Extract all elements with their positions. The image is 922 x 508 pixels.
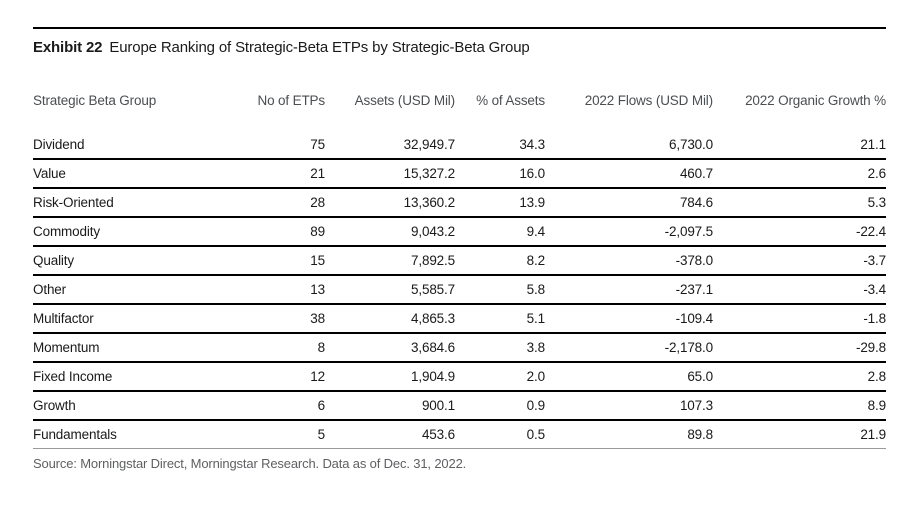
table-row: Fixed Income 12 1,904.9 2.0 65.0 2.8: [33, 362, 886, 392]
cell: 5: [233, 420, 325, 449]
cell: 21.9: [713, 420, 886, 449]
table-row: Commodity 89 9,043.2 9.4 -2,097.5 -22.4: [33, 217, 886, 247]
cell: -3.7: [713, 246, 886, 276]
table-body: Dividend 75 32,949.7 34.3 6,730.0 21.1 Value 21…: [33, 131, 886, 449]
table-row: Value 21 15,327.2 16.0 460.7 2.6: [33, 159, 886, 189]
cell: 8.9: [713, 391, 886, 421]
cell: 107.3: [545, 391, 713, 421]
cell: -22.4: [713, 217, 886, 247]
column-header: No of ETPs: [257, 93, 325, 108]
table-header-row: Strategic Beta Group No of ETPs Assets (US…: [33, 93, 886, 131]
row-label: Dividend: [33, 131, 233, 160]
table-row: Quality 15 7,892.5 8.2 -378.0 -3.7: [33, 246, 886, 276]
cell: 2.0: [455, 362, 545, 392]
column-header: % of Assets: [476, 93, 545, 108]
column-header: Strategic Beta Group: [33, 93, 157, 108]
row-label: Other: [33, 275, 233, 305]
cell: 8.2: [455, 246, 545, 276]
top-rule: [33, 27, 886, 29]
cell: -109.4: [545, 304, 713, 334]
cell: 9.4: [455, 217, 545, 247]
cell: 5.3: [713, 188, 886, 218]
cell: 8: [233, 333, 325, 363]
exhibit-label: Exhibit 22: [33, 39, 103, 56]
cell: 12: [233, 362, 325, 392]
source-note: Source: Morningstar Direct, Morningstar …: [33, 456, 467, 471]
cell: 34.3: [455, 131, 545, 160]
cell: -3.4: [713, 275, 886, 305]
cell: 3.8: [455, 333, 545, 363]
table-row: Fundamentals 5 453.6 0.5 89.8 21.9: [33, 420, 886, 449]
cell: 5,585.7: [325, 275, 455, 305]
row-label: Fundamentals: [33, 420, 233, 449]
cell: 89.8: [545, 420, 713, 449]
table-row: Multifactor 38 4,865.3 5.1 -109.4 -1.8: [33, 304, 886, 334]
cell: -378.0: [545, 246, 713, 276]
strategic-beta-table: Strategic Beta Group No of ETPs Assets (US…: [33, 93, 886, 449]
cell: 89: [233, 217, 325, 247]
cell: 453.6: [325, 420, 455, 449]
cell: -237.1: [545, 275, 713, 305]
cell: 13.9: [455, 188, 545, 218]
cell: 3,684.6: [325, 333, 455, 363]
cell: 1,904.9: [325, 362, 455, 392]
cell: 75: [233, 131, 325, 160]
cell: 4,865.3: [325, 304, 455, 334]
column-header: 2022 Flows (USD Mil): [584, 93, 713, 108]
column-header: Assets (USD Mil): [354, 93, 456, 108]
cell: 38: [233, 304, 325, 334]
cell: 5.8: [455, 275, 545, 305]
row-label: Risk-Oriented: [33, 188, 233, 218]
cell: 13: [233, 275, 325, 305]
table-head: Strategic Beta Group No of ETPs Assets (US…: [33, 93, 886, 131]
table-row: Other 13 5,585.7 5.8 -237.1 -3.4: [33, 275, 886, 305]
row-label: Multifactor: [33, 304, 233, 334]
cell: 784.6: [545, 188, 713, 218]
table-row: Momentum 8 3,684.6 3.8 -2,178.0 -29.8: [33, 333, 886, 363]
cell: 15,327.2: [325, 159, 455, 189]
row-label: Growth: [33, 391, 233, 421]
exhibit-title: Exhibit 22 Europe Ranking of Strategic-Be…: [33, 38, 886, 57]
cell: 28: [233, 188, 325, 218]
row-label: Quality: [33, 246, 233, 276]
cell: -1.8: [713, 304, 886, 334]
cell: -29.8: [713, 333, 886, 363]
exhibit-page: Exhibit 22 Europe Ranking of Strategic-Be…: [33, 27, 886, 472]
cell: 21: [233, 159, 325, 189]
cell: 0.5: [455, 420, 545, 449]
cell: 6: [233, 391, 325, 421]
cell: 32,949.7: [325, 131, 455, 160]
exhibit-title-text: Europe Ranking of Strategic-Beta ETPs by…: [109, 39, 530, 56]
cell: 21.1: [713, 131, 886, 160]
cell: 460.7: [545, 159, 713, 189]
table-row: Risk-Oriented 28 13,360.2 13.9 784.6 5.3: [33, 188, 886, 218]
cell: 2.6: [713, 159, 886, 189]
cell: 0.9: [455, 391, 545, 421]
row-label: Momentum: [33, 333, 233, 363]
cell: 6,730.0: [545, 131, 713, 160]
cell: 5.1: [455, 304, 545, 334]
cell: 7,892.5: [325, 246, 455, 276]
cell: 9,043.2: [325, 217, 455, 247]
table-row: Growth 6 900.1 0.9 107.3 8.9: [33, 391, 886, 421]
cell: 16.0: [455, 159, 545, 189]
row-label: Value: [33, 159, 233, 189]
cell: 13,360.2: [325, 188, 455, 218]
table-row: Dividend 75 32,949.7 34.3 6,730.0 21.1: [33, 131, 886, 160]
cell: -2,178.0: [545, 333, 713, 363]
cell: 900.1: [325, 391, 455, 421]
cell: 15: [233, 246, 325, 276]
row-label: Fixed Income: [33, 362, 233, 392]
row-label: Commodity: [33, 217, 233, 247]
cell: -2,097.5: [545, 217, 713, 247]
cell: 2.8: [713, 362, 886, 392]
cell: 65.0: [545, 362, 713, 392]
column-header: 2022 Organic Growth %: [745, 93, 886, 108]
